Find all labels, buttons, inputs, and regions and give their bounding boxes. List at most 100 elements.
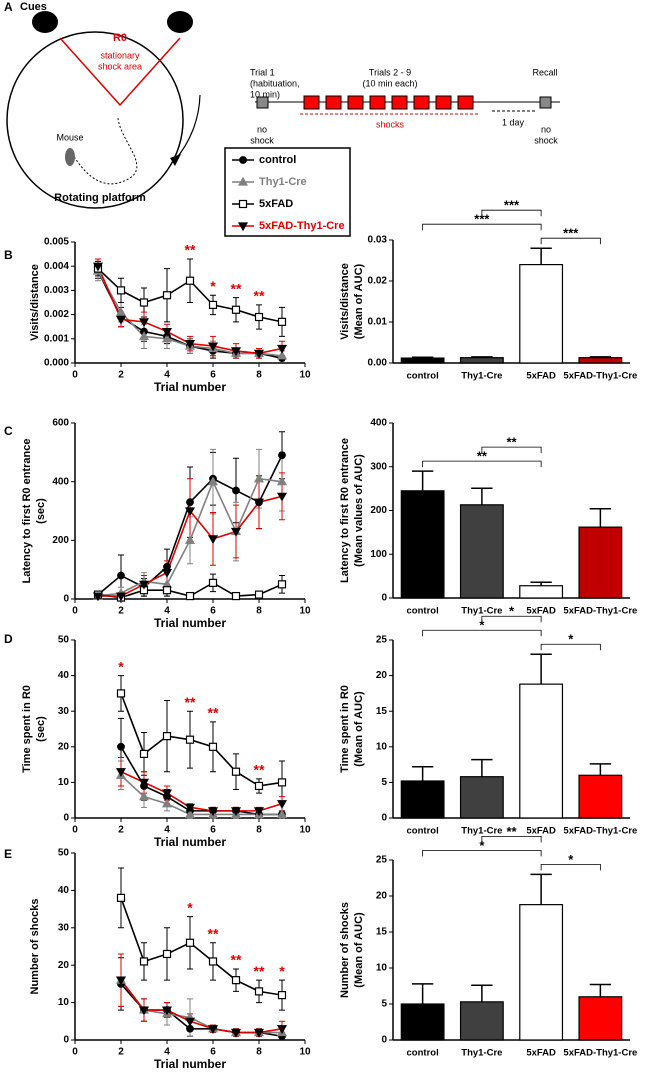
x-tick-label: 4	[164, 825, 170, 836]
marker	[254, 987, 264, 996]
error-bar	[411, 983, 434, 1004]
significance-mark: **	[254, 762, 265, 778]
marker	[184, 507, 196, 517]
marker	[184, 340, 196, 349]
x-tick-label: 5xFAD-Thy1-Cre	[563, 1048, 637, 1059]
y-tick-label: 0	[381, 813, 387, 824]
y-axis-label: Visits/distance	[29, 264, 41, 341]
marker	[276, 350, 288, 360]
x-tick-label: 5xFAD	[526, 606, 556, 617]
marker	[253, 349, 265, 359]
x-tick-label: control	[407, 826, 439, 837]
bar	[400, 1003, 445, 1041]
trial-box	[457, 95, 474, 110]
x-tick-label: 5xFAD	[526, 371, 556, 382]
marker	[208, 300, 218, 310]
y-axis-label: (Mean values of AUC)	[353, 454, 365, 567]
timeline: Trial 1 (habituation, 10 min) Trials 2 -…	[250, 67, 560, 145]
y-tick-label: 30	[58, 922, 70, 933]
marker	[230, 1028, 242, 1038]
significance-mark: *	[210, 278, 216, 294]
panel-label: B	[4, 248, 13, 262]
zone-desc: shock area	[98, 61, 142, 71]
mouse-label: Mouse	[56, 132, 83, 142]
marker	[138, 580, 150, 590]
panel-label: C	[4, 424, 13, 438]
timeline-note: no	[257, 124, 267, 134]
y-tick-label: 0.001	[44, 333, 69, 344]
y-tick-label: 10	[376, 741, 388, 752]
marker	[162, 586, 172, 595]
significance-mark: *	[118, 658, 124, 674]
x-tick-label: 5xFAD-Thy1-Cre	[563, 826, 637, 837]
trial-box	[435, 95, 452, 110]
x-tick-label: 2	[118, 370, 124, 381]
y-axis-label: Latency to first R0 entrance	[21, 439, 33, 584]
timeline-note: shock	[250, 135, 274, 145]
x-tick-label: control	[407, 1048, 439, 1059]
shock-zone	[59, 37, 181, 107]
marker	[254, 590, 264, 599]
x-tick-label: 8	[256, 370, 262, 381]
x-tick-label: 5xFAD-Thy1-Cre	[563, 371, 637, 382]
marker	[116, 286, 126, 295]
significance-mark: **	[506, 824, 517, 839]
bar	[459, 504, 504, 599]
marker	[208, 578, 218, 587]
legend-marker	[238, 199, 248, 209]
significance-bracket	[481, 209, 542, 217]
y-tick-label: 0.000	[44, 358, 69, 369]
x-tick-label: 2	[118, 606, 124, 617]
trial-box	[413, 95, 430, 110]
marker	[138, 318, 150, 328]
rotation-arrow	[174, 94, 201, 161]
x-tick-label: Thy1-Cre	[461, 826, 502, 837]
marker	[184, 809, 196, 819]
x-tick-label: 10	[299, 1047, 311, 1058]
marker	[138, 778, 150, 788]
y-tick-label: 20	[376, 891, 388, 902]
significance-mark: *	[279, 963, 285, 979]
y-axis-label: Time spent in R0	[339, 685, 351, 773]
bar	[459, 776, 504, 819]
y-axis-label: Latency to first R0 entrance	[339, 438, 351, 583]
y-tick-label: 50	[58, 848, 70, 859]
cues-label: Cues	[20, 1, 47, 13]
x-tick-label: 5xFAD	[526, 1048, 556, 1059]
marker	[254, 781, 264, 791]
legend-label: 5xFAD-Thy1-Cre	[259, 220, 345, 232]
x-tick-label: 10	[299, 825, 311, 836]
marker	[139, 957, 149, 966]
x-tick-label: 5xFAD	[526, 826, 556, 837]
marker	[162, 291, 172, 300]
y-tick-label: 0	[63, 594, 69, 605]
marker	[232, 486, 240, 495]
x-tick-label: 6	[210, 1047, 216, 1058]
marker	[161, 568, 173, 578]
marker	[162, 949, 172, 959]
trial-boxes	[303, 95, 474, 110]
bar	[519, 683, 564, 819]
x-axis-label: Trial number	[154, 835, 226, 849]
marker	[276, 476, 288, 486]
marker	[116, 689, 126, 698]
marker	[277, 778, 287, 787]
marker	[231, 767, 241, 776]
y-axis-label: Time spent in R0	[21, 685, 33, 773]
marker	[207, 1025, 219, 1034]
marker	[186, 498, 194, 507]
trial-box	[325, 95, 342, 110]
trial-box	[539, 96, 552, 109]
marker	[115, 976, 127, 986]
x-tick-label: 6	[210, 825, 216, 836]
significance-mark: **	[477, 449, 488, 464]
marker	[92, 262, 104, 272]
x-tick-label: 5xFAD-Thy1-Cre	[563, 606, 637, 617]
marker	[115, 315, 127, 325]
series-line	[120, 770, 283, 812]
y-axis-label: Visits/distance	[339, 263, 351, 340]
marker	[276, 492, 288, 502]
marker	[162, 732, 172, 741]
y-tick-label: 0	[63, 1035, 69, 1046]
